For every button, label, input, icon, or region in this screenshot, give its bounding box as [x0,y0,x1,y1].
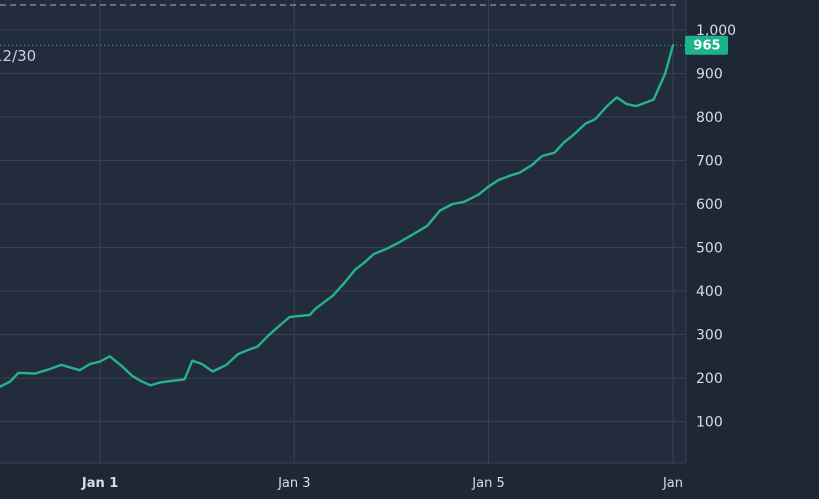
x-tick-label: Jan [662,476,683,491]
y-tick-label: 400 [696,284,723,300]
price-series-line[interactable] [0,44,675,388]
grid-lines [0,0,686,463]
last-value-badge-bg [685,35,728,55]
y-axis-tick-labels: 100 200 300 400 500 600 700 800 900 1,000 [696,23,736,431]
x-axis-tick-labels: Jan 1 Jan 3 Jan 5 Jan [81,476,683,491]
x-tick-label: Jan 1 [81,476,118,491]
y-tick-label: 100 [696,415,723,431]
y-tick-label: 600 [696,197,723,213]
y-tick-label: 200 [696,371,723,387]
y-tick-label: 1,000 [696,23,736,39]
last-value-badge: 965 [685,35,728,55]
header-date-text: 12/30 [0,47,36,65]
y-tick-label: 900 [696,67,723,83]
x-tick-label: Jan 5 [471,476,504,491]
y-tick-label: 800 [696,110,723,126]
x-tick-label: Jan 3 [277,476,310,491]
last-value-badge-label: 965 [693,39,720,54]
y-tick-label: 700 [696,154,723,170]
plot-area [0,0,686,463]
y-tick-label: 300 [696,328,723,344]
y-tick-label: 500 [696,241,723,257]
